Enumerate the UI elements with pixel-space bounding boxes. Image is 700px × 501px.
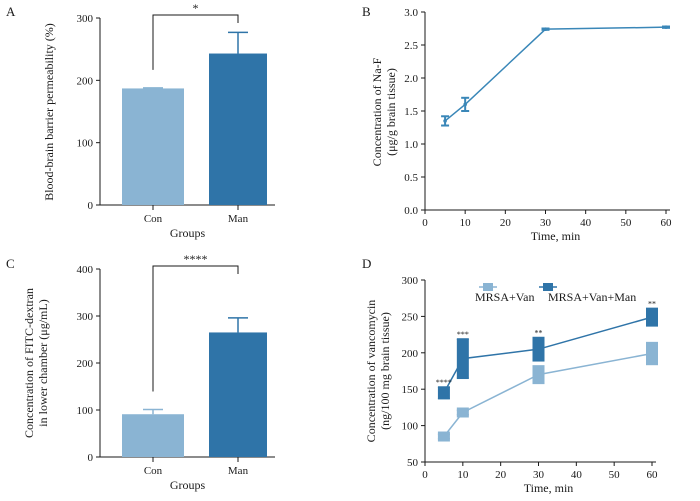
significance-label: **** (184, 252, 208, 266)
y-tick-label: 3.0 (404, 7, 418, 19)
x-tick-label: 10 (460, 217, 472, 229)
panel-letter: C (6, 256, 15, 271)
x-tick-label: 60 (647, 469, 659, 481)
x-axis-label: Groups (170, 226, 206, 240)
y-tick-label: 200 (77, 358, 94, 370)
data-point-marker (532, 365, 545, 384)
y-axis-label: Concentration of Na-F(μg/g brain tissue) (370, 57, 398, 166)
y-tick-label: 300 (402, 275, 419, 287)
panel-c: C 0 100 200 300 400 Concentration of FITC-dext… (6, 252, 275, 492)
series-1 (437, 307, 658, 400)
y-tick-label: 200 (402, 348, 419, 360)
x-tick-label: 40 (580, 217, 592, 229)
panel-letter: B (362, 4, 371, 19)
data-point (443, 119, 447, 123)
x-axis-label: Time, min (524, 481, 574, 495)
y-tick-label: 250 (402, 311, 419, 323)
x-tick-label: 20 (500, 217, 512, 229)
y-axis-label-line: in lower chamber (μg/mL) (36, 299, 50, 426)
legend-label: MRSA+Van (475, 290, 534, 304)
significance-label: ** (535, 329, 543, 338)
data-point-marker (437, 387, 450, 399)
data-point-marker (646, 342, 658, 365)
significance-bracket (152, 14, 239, 70)
series-0 (437, 341, 658, 442)
y-tick-label: 1.5 (404, 106, 418, 118)
x-tick-label: Man (228, 465, 249, 477)
data-point (543, 27, 548, 31)
y-tick-label: 150 (402, 384, 419, 396)
x-tick-label: 50 (609, 469, 621, 481)
data-point-marker (437, 431, 450, 442)
y-axis-label-line: Concentration of vancomycin (364, 300, 378, 443)
x-tick-label: 30 (533, 469, 545, 481)
y-axis-label-line: Concentration of Na-F (370, 57, 384, 166)
y-tick-label: 100 (77, 405, 94, 417)
y-tick-label: 0 (88, 200, 94, 212)
legend: MRSA+Van MRSA+Van+Man (475, 283, 636, 304)
x-tick-label: 60 (661, 217, 673, 229)
significance-label: * (193, 1, 199, 15)
series-line (443, 316, 653, 394)
data-point (463, 102, 467, 107)
x-axis-label: Time, min (531, 229, 581, 243)
y-tick-label: 100 (402, 421, 419, 433)
x-tick-label: Con (144, 213, 163, 225)
data-point-marker (646, 308, 658, 326)
x-tick-label: 10 (457, 469, 469, 481)
y-tick-label: 0 (88, 452, 94, 464)
x-tick-label: 50 (620, 217, 632, 229)
x-tick-label: 30 (540, 217, 552, 229)
x-tick-label: 0 (422, 469, 428, 481)
data-point-marker (456, 407, 469, 418)
y-axis-label: Concentration of FITC-dextranin lower ch… (22, 288, 50, 438)
panel-letter: D (362, 256, 371, 271)
significance-bracket (152, 265, 239, 392)
significance-label: *** (457, 330, 469, 339)
y-tick-label: 0.0 (404, 205, 418, 217)
x-tick-label: 0 (422, 217, 428, 229)
series-line (443, 352, 653, 437)
data-point (664, 25, 668, 29)
y-axis-label-line: (μg/g brain tissue) (384, 68, 398, 156)
x-tick-label: 20 (495, 469, 507, 481)
y-tick-label: 1.0 (404, 139, 418, 151)
bar-man (209, 53, 267, 205)
significance-label: ** (648, 299, 656, 308)
y-tick-label: 200 (77, 75, 94, 87)
y-axis-label: Blood-brain barrier permeability (%) (42, 23, 56, 201)
data-point-marker (532, 337, 545, 361)
y-tick-label: 2.0 (404, 73, 418, 85)
data-point-marker (456, 338, 469, 379)
significance-label: **** (436, 378, 452, 387)
y-axis-label-line: Concentration of FITC-dextran (22, 288, 36, 438)
y-axis-label-line: (ng/100 mg brain tissue) (378, 312, 392, 430)
y-tick-label: 0.5 (404, 172, 418, 184)
panel-letter: A (6, 4, 16, 19)
y-tick-label: 100 (77, 138, 94, 150)
y-axis-label: Concentration of vancomycin(ng/100 mg br… (364, 300, 392, 443)
x-tick-label: Con (144, 465, 163, 477)
legend-label: MRSA+Van+Man (548, 290, 636, 304)
panel-b: B 0.0 0.5 1.0 1.5 2.0 2.5 3.0 Concentration of N… (362, 4, 672, 243)
y-tick-label: 2.5 (404, 40, 418, 52)
x-tick-label: Man (228, 213, 249, 225)
y-tick-label: 50 (407, 457, 419, 469)
y-tick-label: 400 (77, 264, 94, 276)
y-tick-label: 300 (77, 311, 94, 323)
panel-a: A 0 100 200 300 Blood-brain barrier permeabil… (6, 1, 275, 240)
y-tick-label: 300 (77, 13, 94, 25)
series-0 (441, 25, 670, 127)
series-line (444, 26, 667, 122)
bar-man (209, 332, 267, 457)
x-tick-label: 40 (571, 469, 583, 481)
bar-con (122, 88, 184, 205)
bar-con (122, 414, 184, 457)
x-axis-label: Groups (170, 478, 206, 492)
